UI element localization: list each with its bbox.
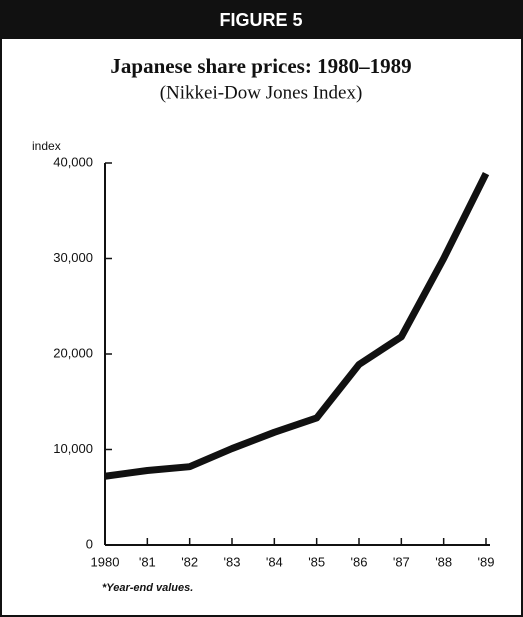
y-tick-label: 10,000 [53,441,93,456]
y-tick-label: 20,000 [53,345,93,360]
footnote: *Year-end values. [102,582,193,594]
chart-title: Japanese share prices: 1980–1989 [110,54,411,78]
y-tick-label: 30,000 [53,250,93,265]
header: FIGURE 5 [219,10,302,30]
header-bar [1,1,522,39]
y-tick-label: 40,000 [53,154,93,169]
y-axis-label: index [32,139,61,153]
x-tick-label: '82 [181,554,198,569]
x-tick-label: '87 [393,554,410,569]
x-tick-label: '89 [478,554,495,569]
x-tick-label: '86 [351,554,368,569]
y-tick-label: 0 [86,536,93,551]
x-tick-label: '85 [308,554,325,569]
x-tick-label: 1980 [91,554,120,569]
x-tick-label: '81 [139,554,156,569]
data-line [104,171,490,480]
x-tick-label: '84 [266,554,283,569]
chart-subtitle: (Nikkei-Dow Jones Index) [160,82,363,103]
x-tick-label: '88 [435,554,452,569]
x-tick-label: '83 [224,554,241,569]
